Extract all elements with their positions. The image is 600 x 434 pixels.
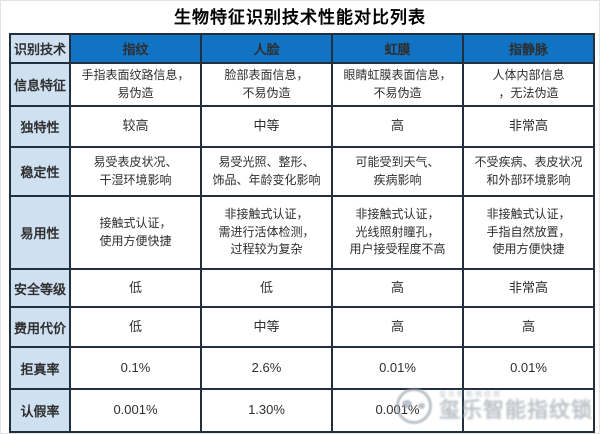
row-header: 认假率: [9, 388, 71, 433]
table-cell: 手指表面纹路信息， 易伪造: [69, 62, 202, 107]
table-row-false-rejection-rate: 拒真率 0.1% 2.6% 0.01% 0.01%: [9, 346, 595, 390]
table-cell: 高: [331, 268, 464, 308]
table-cell: 0.1%: [69, 346, 202, 390]
comparison-table: 识别技术 指纹 人脸 虹膜 指静脉 信息特征 手指表面纹路信息， 易伪造 脸部表…: [9, 33, 595, 433]
table-cell: 较高: [69, 105, 202, 148]
table-cell: 人体内部信息 ，无法伪造: [462, 62, 595, 107]
row-header: 稳定性: [9, 146, 71, 197]
table-cell: 0.001%: [331, 388, 464, 433]
page-title: 生物特征识别技术性能对比列表: [174, 8, 426, 27]
column-header-fingerprint: 指纹: [69, 33, 202, 64]
table-row-uniqueness: 独特性 较高 中等 高 非常高: [9, 105, 595, 148]
table-cell: 易受光照、整形、 饰品、年龄变化影响: [200, 146, 333, 197]
corner-header: 识别技术: [9, 33, 71, 64]
table-cell: 接触式认证， 使用方便快捷: [69, 195, 202, 270]
row-header: 信息特征: [9, 62, 71, 107]
row-header: 安全等级: [9, 268, 71, 308]
table-row-stability: 稳定性 易受表皮状况、 干湿环境影响 易受光照、整形、 饰品、年龄变化影响 可能…: [9, 146, 595, 197]
header-row: 识别技术 指纹 人脸 虹膜 指静脉: [9, 33, 595, 64]
column-header-finger-vein: 指静脉: [462, 33, 595, 64]
table-cell: 可能受到天气、 疾病影响: [331, 146, 464, 197]
row-header: 拒真率: [9, 346, 71, 390]
table-cell: 高: [331, 306, 464, 348]
table-cell: 0.01%: [462, 346, 595, 390]
table-cell: 中等: [200, 306, 333, 348]
table-cell: 中等: [200, 105, 333, 148]
table-row-ease-of-use: 易用性 接触式认证， 使用方便快捷 非接触式认证， 需进行活体检测， 过程较为复…: [9, 195, 595, 270]
table-cell: 高: [462, 306, 595, 348]
row-header: 独特性: [9, 105, 71, 148]
table-row-info-feature: 信息特征 手指表面纹路信息， 易伪造 脸部表面信息， 不易伪造 眼睛虹膜表面信息…: [9, 62, 595, 107]
table-cell: 非常高: [462, 105, 595, 148]
table-cell: 2.6%: [200, 346, 333, 390]
table-cell: 脸部表面信息， 不易伪造: [200, 62, 333, 107]
row-header: 易用性: [9, 195, 71, 270]
table-cell: 眼睛虹膜表面信息， 不易伪造: [331, 62, 464, 107]
column-header-face: 人脸: [200, 33, 333, 64]
table-cell: 非常高: [462, 268, 595, 308]
table-cell: 低: [69, 268, 202, 308]
table-cell: 低: [69, 306, 202, 348]
table-cell: [462, 388, 595, 433]
table-cell: 高: [331, 105, 464, 148]
table-cell: 非接触式认证， 需进行活体检测， 过程较为复杂: [200, 195, 333, 270]
row-header: 费用代价: [9, 306, 71, 348]
table-row-false-acceptance-rate: 认假率 0.001% 1.30% 0.001%: [9, 388, 595, 433]
table-cell: 不受疾病、表皮状况 和外部环境影响: [462, 146, 595, 197]
table-cell: 易受表皮状况、 干湿环境影响: [69, 146, 202, 197]
table-cell: 0.001%: [69, 388, 202, 433]
column-header-iris: 虹膜: [331, 33, 464, 64]
table-cell: 低: [200, 268, 333, 308]
table-cell: 非接触式认证， 光线照射瞳孔， 用户接受程度不高: [331, 195, 464, 270]
table-row-security-level: 安全等级 低 低 高 非常高: [9, 268, 595, 308]
table-cell: 1.30%: [200, 388, 333, 433]
table-cell: 非接触式认证， 手指自然放置， 使用方便快捷: [462, 195, 595, 270]
table-row-cost: 费用代价 低 中等 高 高: [9, 306, 595, 348]
table-cell: 0.01%: [331, 346, 464, 390]
